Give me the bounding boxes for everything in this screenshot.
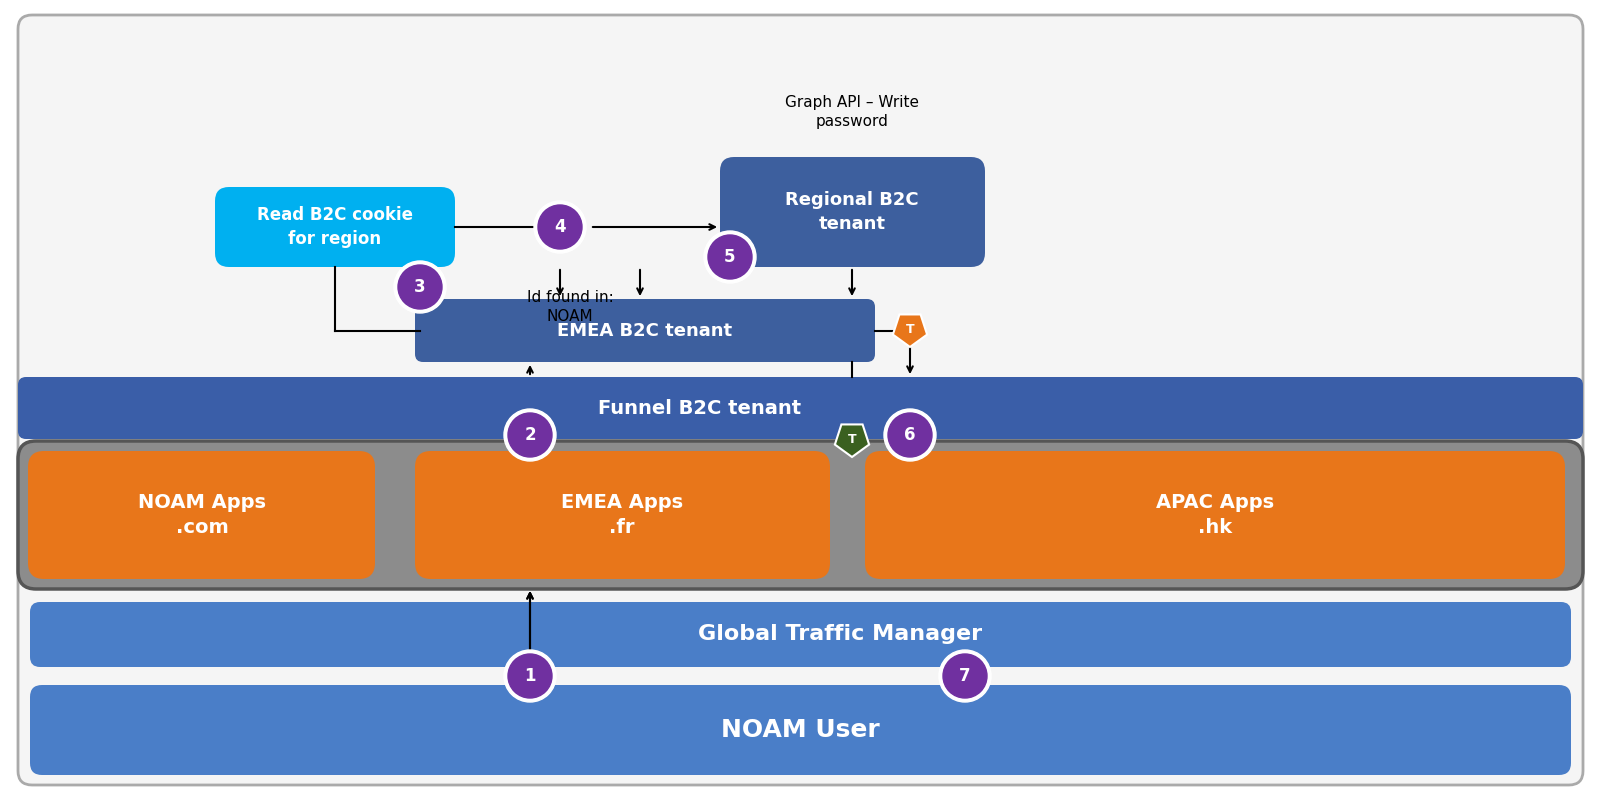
Text: 3: 3 [415, 278, 426, 296]
Text: T: T [906, 323, 914, 336]
Text: Regional B2C
tenant: Regional B2C tenant [784, 191, 919, 233]
FancyBboxPatch shape [30, 602, 1571, 667]
Circle shape [535, 201, 586, 253]
Circle shape [943, 654, 986, 698]
Text: T: T [847, 433, 857, 446]
Circle shape [884, 409, 937, 461]
Text: Global Traffic Manager: Global Traffic Manager [698, 624, 981, 644]
Circle shape [504, 650, 556, 702]
FancyBboxPatch shape [27, 451, 375, 579]
FancyBboxPatch shape [865, 451, 1566, 579]
Text: 6: 6 [905, 426, 916, 444]
Circle shape [708, 235, 752, 279]
Text: Id found in:
NOAM: Id found in: NOAM [527, 289, 613, 324]
FancyBboxPatch shape [415, 451, 829, 579]
Circle shape [889, 413, 932, 457]
Circle shape [508, 654, 552, 698]
Polygon shape [893, 315, 927, 347]
Text: EMEA Apps
.fr: EMEA Apps .fr [560, 493, 684, 537]
Text: 1: 1 [524, 667, 536, 685]
FancyBboxPatch shape [720, 157, 985, 267]
FancyBboxPatch shape [30, 685, 1571, 775]
Text: Funnel B2C tenant: Funnel B2C tenant [599, 398, 802, 418]
FancyBboxPatch shape [18, 441, 1583, 589]
Text: 4: 4 [554, 218, 565, 236]
Text: NOAM Apps
.com: NOAM Apps .com [138, 493, 266, 537]
Text: 2: 2 [524, 426, 536, 444]
FancyBboxPatch shape [18, 15, 1583, 785]
Circle shape [508, 413, 552, 457]
Circle shape [394, 261, 447, 313]
FancyBboxPatch shape [18, 377, 1583, 439]
FancyBboxPatch shape [415, 299, 876, 362]
Text: EMEA B2C tenant: EMEA B2C tenant [557, 322, 733, 340]
Polygon shape [834, 425, 869, 457]
Text: 5: 5 [724, 248, 736, 266]
Text: Graph API – Write
password: Graph API – Write password [784, 95, 919, 129]
Text: 7: 7 [959, 667, 970, 685]
Circle shape [704, 231, 756, 283]
Circle shape [940, 650, 991, 702]
Text: APAC Apps
.hk: APAC Apps .hk [1156, 493, 1274, 537]
Text: Read B2C cookie
for region: Read B2C cookie for region [258, 206, 413, 248]
Circle shape [504, 409, 556, 461]
FancyBboxPatch shape [215, 187, 455, 267]
Text: NOAM User: NOAM User [720, 718, 879, 742]
Circle shape [538, 205, 583, 249]
Circle shape [399, 265, 442, 309]
